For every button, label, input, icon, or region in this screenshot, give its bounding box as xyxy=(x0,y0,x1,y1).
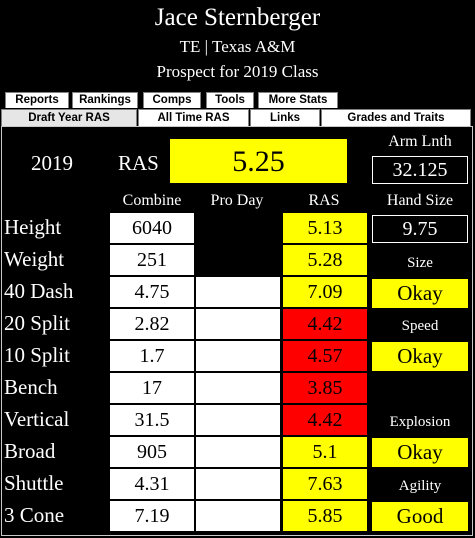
row-label: Weight xyxy=(4,247,65,271)
combine-value: 1.7 xyxy=(110,341,194,371)
overall-ras-score: 5.25 xyxy=(169,138,348,184)
ras-value: 7.63 xyxy=(283,469,367,499)
row-label: Bench xyxy=(4,375,58,399)
ras-value: 5.13 xyxy=(283,213,367,243)
ras-value: 3.85 xyxy=(283,373,367,403)
tab-reports[interactable]: Reports xyxy=(5,92,69,108)
combine-value: 4.31 xyxy=(110,469,194,499)
agility-grade-value: Good xyxy=(372,502,468,531)
combine-value: 4.75 xyxy=(110,277,194,307)
col-combine: Combine xyxy=(122,192,182,209)
row-label: 10 Split xyxy=(4,343,70,367)
combine-value: 17 xyxy=(110,373,194,403)
agility-grade-label: Agility xyxy=(398,478,442,494)
ras-value: 5.85 xyxy=(283,501,367,531)
tab-rankings[interactable]: Rankings xyxy=(72,92,138,108)
arm-length-value: 32.125 xyxy=(372,156,468,184)
combine-value: 7.19 xyxy=(110,501,194,531)
combine-value: 2.82 xyxy=(110,309,194,339)
prospect-class: Prospect for 2019 Class xyxy=(156,62,319,81)
hand-size-label: Hand Size xyxy=(386,192,454,209)
col-pro-day: Pro Day xyxy=(210,192,264,209)
tab-comps[interactable]: Comps xyxy=(143,92,201,108)
explosion-grade-value: Okay xyxy=(372,438,468,467)
ras-value: 7.09 xyxy=(283,277,367,307)
combine-value: 251 xyxy=(110,245,194,275)
tab-tools[interactable]: Tools xyxy=(206,92,254,108)
size-grade-value: Okay xyxy=(372,279,468,308)
pro-day-value[interactable] xyxy=(196,501,280,531)
arm-length-label: Arm Lnth xyxy=(388,133,452,150)
row-label: 40 Dash xyxy=(4,279,74,303)
player-name: Jace Sternberger xyxy=(154,4,321,31)
pro-day-value[interactable] xyxy=(196,437,280,467)
row-label: Broad xyxy=(4,439,56,463)
tab-links[interactable]: Links xyxy=(250,109,320,126)
speed-grade-value: Okay xyxy=(372,342,468,371)
explosion-grade-label: Explosion xyxy=(389,414,451,430)
row-label: Vertical xyxy=(4,407,70,431)
combine-value: 31.5 xyxy=(110,405,194,435)
pro-day-value[interactable] xyxy=(196,405,280,435)
row-label: 3 Cone xyxy=(4,503,65,527)
speed-grade-label: Speed xyxy=(401,318,439,334)
col-ras: RAS xyxy=(308,192,340,209)
pro-day-value[interactable] xyxy=(196,373,280,403)
row-label: Height xyxy=(4,215,62,239)
ras-value: 5.1 xyxy=(283,437,367,467)
pro-day-value[interactable] xyxy=(196,469,280,499)
pro-day-value[interactable] xyxy=(196,341,280,371)
row-label: Shuttle xyxy=(4,471,64,495)
combine-value: 6040 xyxy=(110,213,194,243)
draft-year: 2019 xyxy=(31,151,73,175)
ras-value: 4.42 xyxy=(283,309,367,339)
hand-size-value: 9.75 xyxy=(372,215,468,243)
size-grade-label: Size xyxy=(407,255,433,271)
ras-value: 4.57 xyxy=(283,341,367,371)
tab-grades-and-traits[interactable]: Grades and Traits xyxy=(321,109,471,126)
draft-year-ras-panel xyxy=(1,126,473,536)
ras-label: RAS xyxy=(118,151,159,175)
combine-value: 905 xyxy=(110,437,194,467)
row-label: 20 Split xyxy=(4,311,70,335)
tab-more-stats[interactable]: More Stats xyxy=(258,92,338,108)
tab-draft-year-ras[interactable]: Draft Year RAS xyxy=(1,109,137,126)
tab-all-time-ras[interactable]: All Time RAS xyxy=(138,109,249,126)
player-position-school: TE | Texas A&M xyxy=(179,37,296,56)
ras-value: 4.42 xyxy=(283,405,367,435)
pro-day-value[interactable] xyxy=(196,309,280,339)
ras-value: 5.28 xyxy=(283,245,367,275)
pro-day-value[interactable] xyxy=(196,277,280,307)
